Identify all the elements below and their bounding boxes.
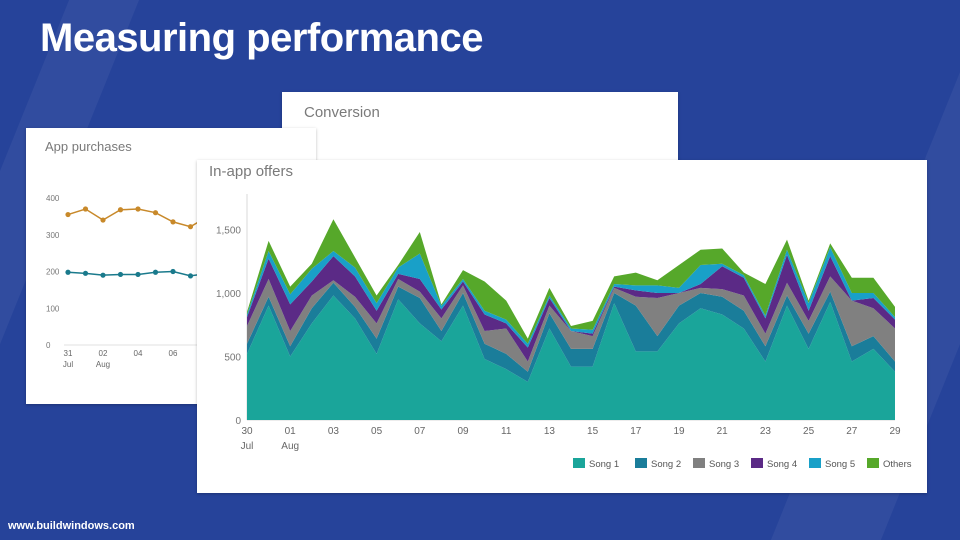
- conversion-card-title: Conversion: [304, 104, 380, 121]
- data-point: [82, 206, 89, 212]
- data-point: [187, 224, 194, 230]
- in-app-offers-card: In-app offers 0 500 1,000 1,500 30 Jul 01 Aug 03…: [197, 160, 927, 493]
- x-tick-sublabel: Aug: [96, 360, 110, 369]
- area-series-song-2: [247, 282, 895, 382]
- y-tick-label: 200: [46, 268, 60, 277]
- data-point: [65, 269, 71, 275]
- legend-swatch: [573, 458, 585, 468]
- legend-swatch: [635, 458, 647, 468]
- legend-label: Song 4: [767, 459, 797, 470]
- x-tick-label: 27: [846, 426, 858, 437]
- app-purchases-chart: 0 100 200 300 400 31 Jul 02 Aug 04 06: [46, 194, 308, 369]
- in-app-offers-chart: 0 500 1,000 1,500 30 Jul 01 Aug 03 05 07 09 11 13 15 17…: [216, 194, 912, 470]
- legend-swatch: [867, 458, 879, 468]
- x-tick-label: 03: [328, 426, 340, 437]
- x-tick-label: 13: [544, 426, 556, 437]
- legend-swatch: [751, 458, 763, 468]
- x-tick-label: 04: [134, 349, 143, 358]
- footer-url: www.buildwindows.com: [8, 520, 135, 532]
- line-series: [67, 208, 209, 228]
- y-tick-label: 0: [235, 416, 241, 427]
- x-tick-label: 05: [371, 426, 383, 437]
- x-tick-label: 19: [673, 426, 685, 437]
- x-tick-label: 25: [803, 426, 815, 437]
- data-point: [82, 270, 89, 276]
- y-tick-label: 500: [224, 352, 241, 363]
- data-point: [170, 268, 176, 275]
- x-tick-label: 11: [501, 426, 512, 437]
- x-tick-sublabel: Jul: [63, 360, 73, 369]
- data-point: [152, 269, 159, 275]
- area-series-song-1: [247, 295, 895, 420]
- data-point: [117, 207, 124, 213]
- legend-swatch: [693, 458, 705, 468]
- legend-label: Others: [883, 459, 912, 470]
- data-point: [117, 271, 124, 278]
- x-tick-label: 09: [457, 426, 469, 437]
- y-tick-label: 300: [46, 231, 60, 240]
- x-tick-label: 31: [64, 349, 73, 358]
- x-tick-label: 21: [717, 426, 729, 437]
- x-tick-label: 30: [241, 426, 253, 437]
- y-tick-label: 400: [46, 194, 60, 203]
- y-tick-label: 100: [46, 304, 60, 313]
- slide-title: Measuring performance: [40, 16, 483, 60]
- y-tick-label: 1,000: [216, 289, 241, 300]
- x-tick-label: 23: [760, 426, 772, 437]
- y-tick-label: 1,500: [216, 225, 241, 236]
- x-tick-label: 29: [889, 426, 901, 437]
- x-tick-label: 06: [169, 349, 178, 358]
- data-point: [152, 210, 159, 216]
- legend-label: Song 3: [709, 459, 739, 470]
- area-series-song-3: [247, 276, 895, 372]
- x-tick-label: 07: [414, 426, 426, 437]
- x-tick-sublabel: Jul: [241, 441, 254, 452]
- x-tick-label: 17: [630, 426, 642, 437]
- in-app-offers-card-title: In-app offers: [209, 163, 293, 180]
- data-point: [135, 271, 141, 278]
- data-point: [170, 219, 176, 225]
- area-series-others: [247, 219, 895, 344]
- y-tick-label: 0: [46, 341, 51, 350]
- area-series-song-5: [247, 247, 895, 348]
- x-tick-label: 02: [99, 349, 108, 358]
- legend-label: Song 2: [651, 459, 681, 470]
- data-point: [135, 206, 141, 212]
- x-tick-label: 01: [285, 426, 297, 437]
- legend-label: Song 5: [825, 459, 855, 470]
- area-series-song-4: [247, 254, 895, 362]
- x-tick-label: 15: [587, 426, 599, 437]
- x-tick-sublabel: Aug: [281, 441, 299, 452]
- data-point: [65, 211, 71, 218]
- legend-label: Song 1: [589, 459, 619, 470]
- legend-swatch: [809, 458, 821, 468]
- data-point: [100, 272, 106, 278]
- app-purchases-card-title: App purchases: [45, 139, 132, 154]
- data-point: [100, 217, 106, 223]
- data-point: [187, 273, 194, 279]
